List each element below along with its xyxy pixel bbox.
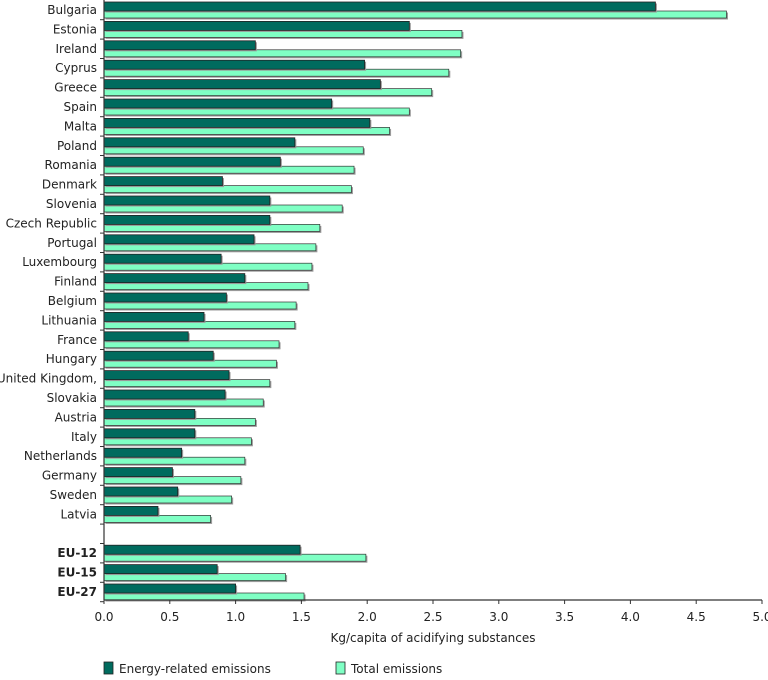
category-label: Spain [63,100,97,114]
bar-energy-related-emissions [103,331,189,342]
category-label: Hungary [46,352,97,366]
x-tick-label: 2.0 [358,610,377,624]
bar-energy-related-emissions [103,350,214,361]
category-label: Greece [54,81,97,95]
category-labels: Bulgaria Estonia Ireland Cyprus Greece Spain M… [0,3,97,599]
category-label: Latvia [60,507,97,521]
bar-energy-related-emissions [103,292,227,303]
x-tick-label: 0.0 [94,610,113,624]
category-label: Finland [54,275,97,289]
category-label: EU-15 [57,566,97,580]
category-label: Slovenia [46,197,97,211]
category-label: Netherlands [24,449,97,463]
bar-energy-related-emissions [103,176,223,187]
legend: Energy-related emissions Total emissions [103,661,442,676]
bar-energy-related-emissions [103,467,173,478]
bar-energy-related-emissions [103,156,281,167]
category-label: Denmark [42,178,97,192]
category-label: Estonia [53,22,97,36]
category-label: Poland [57,139,97,153]
bar-energy-related-emissions [103,1,656,12]
bars-group [103,1,728,602]
bar-energy-related-emissions [103,137,296,148]
category-label: France [57,333,97,347]
category-label: Bulgaria [47,3,97,17]
bar-energy-related-emissions [103,583,237,594]
x-tick-label: 0.5 [160,610,179,624]
category-label: Lithuania [41,313,97,327]
category-label: EU-27 [57,585,97,599]
legend-label-energy: Energy-related emissions [119,662,271,676]
category-label: Belgium [48,294,97,308]
bar-energy-related-emissions [103,273,246,284]
x-tick-label: 5.0 [752,610,768,624]
category-label: Malta [64,119,97,133]
bar-energy-related-emissions [103,40,256,51]
category-label: United Kingdom, [0,372,97,386]
x-tick-label: 3.5 [555,610,574,624]
legend-label-total: Total emissions [350,662,442,676]
legend-swatch-total [335,661,346,675]
bar-energy-related-emissions [103,505,159,516]
bar-energy-related-emissions [103,195,271,206]
x-tick-label: 1.0 [226,610,245,624]
bar-energy-related-emissions [103,311,205,322]
x-tick-label: 3.0 [489,610,508,624]
bar-energy-related-emissions [103,428,196,439]
category-label: Slovakia [47,391,97,405]
category-label: EU-12 [57,546,97,560]
category-label: Czech Republic [6,216,97,230]
legend-swatch-energy [103,661,114,675]
bar-energy-related-emissions [103,98,333,109]
bar-energy-related-emissions [103,408,196,419]
category-label: Ireland [55,42,97,56]
x-tick-label: 2.5 [423,610,442,624]
category-label: Cyprus [55,61,97,75]
category-label: Luxembourg [22,255,97,269]
x-tick-label: 4.0 [621,610,640,624]
bar-energy-related-emissions [103,79,381,89]
x-axis-label: Kg/capita of acidifying substances [330,631,535,645]
category-label: Germany [42,469,97,483]
category-label: Sweden [50,488,97,502]
bar-energy-related-emissions [103,389,226,400]
bar-energy-related-emissions [103,234,255,245]
bar-energy-related-emissions [103,544,301,555]
bar-energy-related-emissions [103,370,230,381]
bar-energy-related-emissions [103,253,222,264]
bar-energy-related-emissions [103,214,271,225]
category-label: Portugal [47,236,97,250]
bar-energy-related-emissions [103,447,183,458]
bar-energy-related-emissions [103,118,371,128]
category-label: Austria [55,410,97,424]
axes: 0.0 0.5 1.0 1.5 2.0 2.5 3.0 3.5 4.0 4.5 5.0 [94,0,768,624]
x-tick-label: 4.5 [687,610,706,624]
bar-energy-related-emissions [103,59,365,70]
category-label: Romania [45,158,97,172]
bar-energy-related-emissions [103,20,410,31]
x-tick-label: 1.5 [292,610,311,624]
bar-energy-related-emissions [103,486,179,497]
bar-energy-related-emissions [103,564,218,574]
category-label: Italy [71,430,97,444]
